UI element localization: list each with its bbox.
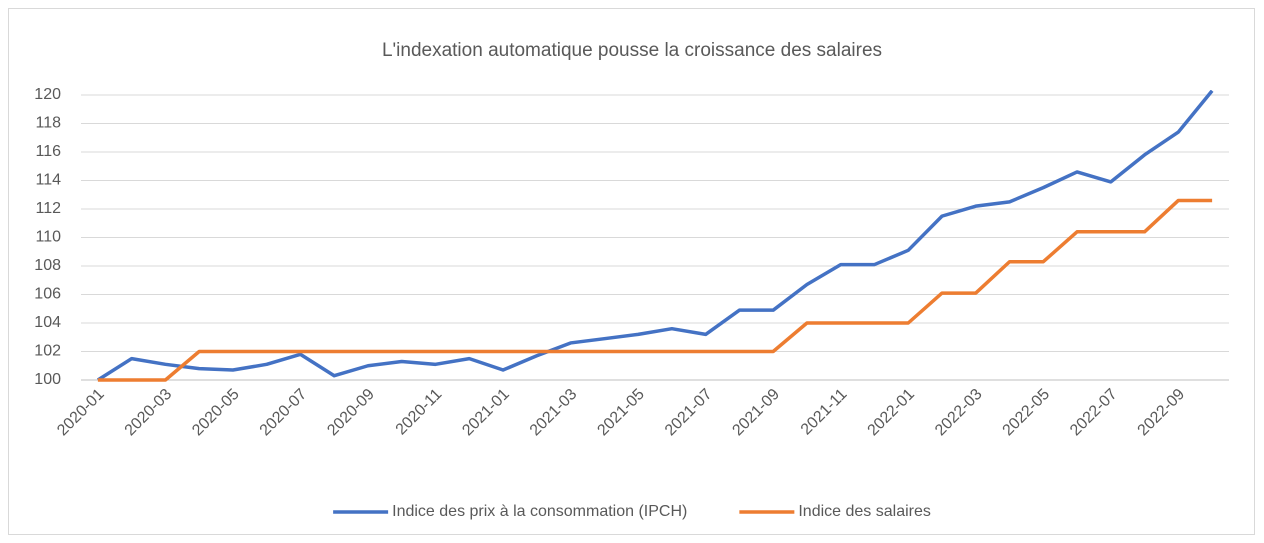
y-tick-label: 118 xyxy=(35,115,61,132)
y-tick-label: 100 xyxy=(34,371,61,388)
y-tick-label: 120 xyxy=(34,86,61,103)
plot xyxy=(96,90,1214,382)
y-tick-label: 106 xyxy=(34,286,61,303)
legend-label: Indice des prix à la consommation (IPCH) xyxy=(392,503,687,520)
y-tick-label: 116 xyxy=(35,143,61,160)
y-tick-label: 110 xyxy=(35,229,61,246)
legend-label: Indice des salaires xyxy=(798,503,931,520)
y-tick-label: 102 xyxy=(34,343,61,360)
y-tick-label: 112 xyxy=(35,200,61,217)
y-tick-label: 108 xyxy=(34,257,61,274)
y-tick-label: 114 xyxy=(35,172,61,189)
series-line xyxy=(97,198,1213,382)
series-line xyxy=(96,90,1214,382)
chart-frame xyxy=(8,8,1255,535)
y-tick-label: 104 xyxy=(34,314,61,331)
chart-title: L'indexation automatique pousse la crois… xyxy=(382,40,882,61)
